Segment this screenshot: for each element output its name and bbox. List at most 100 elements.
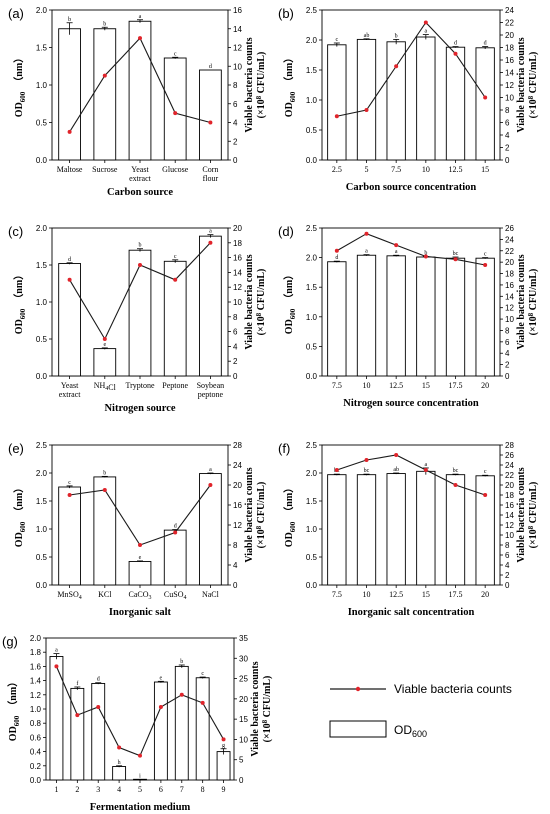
left-tick-label: 0.4 [30, 748, 42, 757]
right-tick-label: 24 [505, 6, 514, 15]
series-point [483, 493, 488, 497]
bar [128, 561, 152, 586]
series-point [423, 20, 428, 25]
label-part: . [457, 165, 459, 174]
right-tick-label: 4 [505, 561, 510, 570]
significance-letter: bc [453, 251, 459, 257]
x-tick-label: Maltose [57, 165, 83, 174]
label-part: 2 [75, 785, 79, 794]
x-tick-label: Sucrose [92, 165, 118, 174]
significance-letter: bc [453, 468, 459, 474]
right-tick-label: 20 [505, 481, 514, 490]
right-tick-label: 18 [505, 270, 514, 279]
label-part: Glucose [162, 165, 189, 174]
label-part: （nm） [282, 483, 295, 522]
bar [416, 36, 436, 161]
series-point [334, 114, 339, 119]
x-tick-label: 7.5 [332, 381, 342, 390]
label-part: . [397, 590, 399, 599]
label-part: 15 [422, 381, 430, 390]
label-part: 7 [332, 590, 336, 599]
label-part: （nm） [6, 677, 19, 716]
x-tick-label: KCl [98, 590, 112, 599]
series-point [453, 483, 458, 487]
right-tick-label: 20 [505, 31, 514, 40]
significance-letter: e [139, 555, 142, 561]
label-part: OD [14, 319, 25, 334]
significance-letter: a [365, 249, 368, 255]
label-part: 10 [363, 381, 371, 390]
bar [356, 254, 377, 377]
significance-letter: e [103, 342, 106, 348]
chart-panel-4: 0.00.51.01.52.02.50246810121416182022242… [278, 224, 539, 409]
significance-letter: a [424, 29, 427, 35]
right-tick-label: 10 [239, 735, 248, 744]
x-tick-label: 2 [75, 785, 79, 794]
left-tick-label: 1.0 [306, 525, 318, 534]
bar [93, 348, 117, 377]
label-part: OD [14, 102, 25, 117]
bar [174, 665, 189, 781]
bar [445, 474, 466, 586]
significance-letter: a [424, 462, 427, 468]
label-part: 8 [527, 312, 535, 316]
label-part: Soybean [197, 381, 225, 390]
x-tick-label: 15 [481, 165, 489, 174]
right-axis-title: Viable bacteria counts [244, 254, 255, 349]
chart-panel-2: 0.00.51.01.52.02.5024681012141618202224c… [278, 6, 539, 193]
bar [70, 687, 85, 781]
label-part: 600 [13, 715, 21, 726]
label-part: 4 [105, 386, 108, 392]
left-tick-label: 0.0 [306, 372, 318, 381]
bar [128, 249, 152, 377]
label-part: CFU/mL) [528, 482, 539, 526]
left-tick-label: 2.0 [36, 6, 48, 15]
x-tick-label: Yeast [131, 165, 149, 174]
label-part: CFU/mL) [256, 269, 267, 313]
label-part: 10 [363, 590, 371, 599]
x-tick-label: Peptone [162, 381, 188, 390]
label-part: （nm） [12, 270, 25, 309]
series-point [67, 277, 72, 282]
left-tick-label: 1.0 [36, 298, 48, 307]
significance-letter: d [209, 64, 212, 70]
label-part: Corn [202, 165, 218, 174]
bar [356, 474, 377, 586]
bar [216, 751, 231, 781]
significance-letter: d [484, 41, 487, 47]
label-part: CFU/mL) [262, 676, 273, 720]
significance-letter: a [139, 14, 142, 20]
label-part: extract [59, 390, 82, 399]
right-tick-label: 2 [505, 144, 510, 153]
x-axis-title: Nitrogen source concentration [343, 398, 479, 409]
x-tick-label: flour [203, 174, 219, 183]
series-point [334, 468, 339, 472]
significance-letter: ab [393, 467, 399, 473]
right-tick-label: 12 [233, 283, 242, 292]
bar [386, 41, 406, 161]
chart-panel-5: 0.0 0.5 1.0 1.5 2.0 2.5 0 4 8 12 16 20 24 28 c b e d a MnSO… [8, 441, 267, 618]
label-part: 5 [397, 165, 401, 174]
x-tick-label: 12.5 [389, 590, 403, 599]
x-tick-label: 7.5 [332, 590, 342, 599]
panel-label: (f) [278, 441, 290, 456]
x-tick-label: CaCO3 [129, 590, 152, 601]
left-tick-label: 1.0 [30, 705, 42, 714]
label-part: . [397, 381, 399, 390]
right-tick-label: 12 [233, 521, 242, 530]
right-axis-unit: (×108 CFU/mL) [527, 482, 539, 549]
label-part: 8 [527, 95, 535, 99]
right-tick-label: 16 [233, 501, 242, 510]
label-part: CuSO [164, 590, 184, 599]
left-axis-title: OD600 （nm） [12, 53, 27, 117]
right-tick-label: 0 [233, 581, 238, 590]
x-tick-label: peptone [198, 390, 224, 399]
x-tick-label: 20 [481, 381, 489, 390]
label-part: OD [14, 532, 25, 547]
right-tick-label: 16 [505, 56, 514, 65]
right-tick-label: 4 [233, 342, 238, 351]
label-part: (×10 [256, 99, 267, 118]
x-axis-title: Fermentation medium [90, 802, 191, 813]
x-tick-label: 7 [180, 785, 184, 794]
